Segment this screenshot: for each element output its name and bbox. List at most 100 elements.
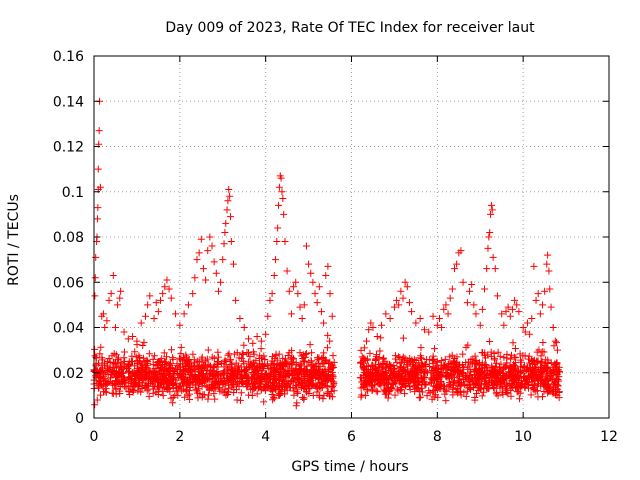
data-point [392, 355, 400, 363]
data-point [214, 348, 222, 356]
data-point [91, 292, 99, 300]
data-point [261, 362, 269, 370]
data-point [426, 363, 434, 371]
data-point [442, 397, 450, 405]
data-point [131, 376, 139, 384]
data-point [159, 392, 167, 400]
data-point [212, 371, 220, 379]
data-point [127, 375, 135, 383]
data-point [402, 376, 410, 384]
data-point [485, 233, 493, 241]
data-point [119, 374, 127, 382]
data-point [360, 381, 368, 389]
data-point [385, 390, 393, 398]
data-point [288, 361, 296, 369]
data-point [433, 358, 441, 366]
data-point [491, 356, 499, 364]
data-point [228, 370, 236, 378]
data-point [399, 375, 407, 383]
data-point [459, 278, 467, 286]
data-point [229, 260, 237, 268]
data-point [468, 376, 476, 384]
data-point [227, 356, 235, 364]
data-point [145, 392, 153, 400]
data-point [377, 334, 385, 342]
data-point [463, 299, 471, 307]
data-point [412, 319, 420, 327]
data-point [498, 310, 506, 318]
data-point [544, 358, 552, 366]
chart-title: Day 009 of 2023, Rate Of TEC Index for r… [165, 20, 535, 36]
y-tick-label: 0 [75, 411, 84, 427]
data-point [417, 354, 425, 362]
data-point [315, 393, 323, 401]
data-point [289, 378, 297, 386]
data-point [186, 390, 194, 398]
data-point [266, 379, 274, 387]
data-point [94, 165, 102, 173]
grid-lines [94, 56, 609, 418]
data-point [142, 312, 149, 320]
data-point [200, 391, 208, 399]
data-point [362, 372, 370, 380]
data-point [169, 393, 177, 401]
data-point [390, 379, 398, 387]
x-tick-label: 8 [433, 429, 442, 445]
data-point [189, 377, 197, 385]
data-point [102, 388, 110, 396]
data-point [145, 350, 153, 358]
data-point [322, 374, 330, 382]
data-point [530, 262, 538, 270]
data-point [296, 303, 304, 311]
data-point [363, 337, 371, 345]
data-point [265, 374, 273, 382]
data-point [464, 377, 472, 385]
data-point [99, 382, 107, 390]
data-point [381, 387, 389, 395]
data-point [271, 366, 279, 374]
data-point [508, 377, 516, 385]
data-point [249, 339, 257, 347]
data-point [323, 375, 331, 383]
y-tick-label: 0.02 [53, 366, 84, 382]
data-point [313, 299, 321, 307]
data-point [120, 328, 128, 336]
data-point [169, 355, 177, 363]
data-point [457, 247, 465, 255]
data-point [276, 368, 284, 376]
data-point [191, 362, 199, 370]
data-point [305, 260, 313, 268]
data-point [453, 388, 461, 396]
data-point [237, 363, 245, 371]
data-point [141, 373, 149, 381]
data-point [320, 319, 328, 327]
data-point [185, 379, 193, 387]
data-point [544, 251, 552, 259]
data-point [555, 388, 563, 396]
data-point [541, 287, 549, 295]
data-point [227, 238, 235, 246]
data-point [184, 392, 192, 400]
data-point [411, 388, 419, 396]
data-point [368, 383, 376, 391]
data-point [214, 287, 222, 295]
data-point [433, 321, 441, 329]
data-point [482, 361, 490, 369]
data-point [120, 348, 128, 356]
data-point [237, 373, 245, 381]
data-point [476, 321, 484, 329]
data-point [323, 344, 331, 352]
data-point [329, 352, 337, 360]
data-point [551, 391, 559, 399]
data-point [141, 381, 149, 389]
data-point [521, 384, 529, 392]
data-point [547, 303, 555, 311]
data-point [421, 381, 429, 389]
data-point [124, 335, 132, 343]
data-point [553, 359, 561, 367]
data-point [95, 384, 103, 392]
data-point [486, 371, 494, 379]
data-point [322, 271, 330, 279]
data-point [105, 296, 113, 304]
